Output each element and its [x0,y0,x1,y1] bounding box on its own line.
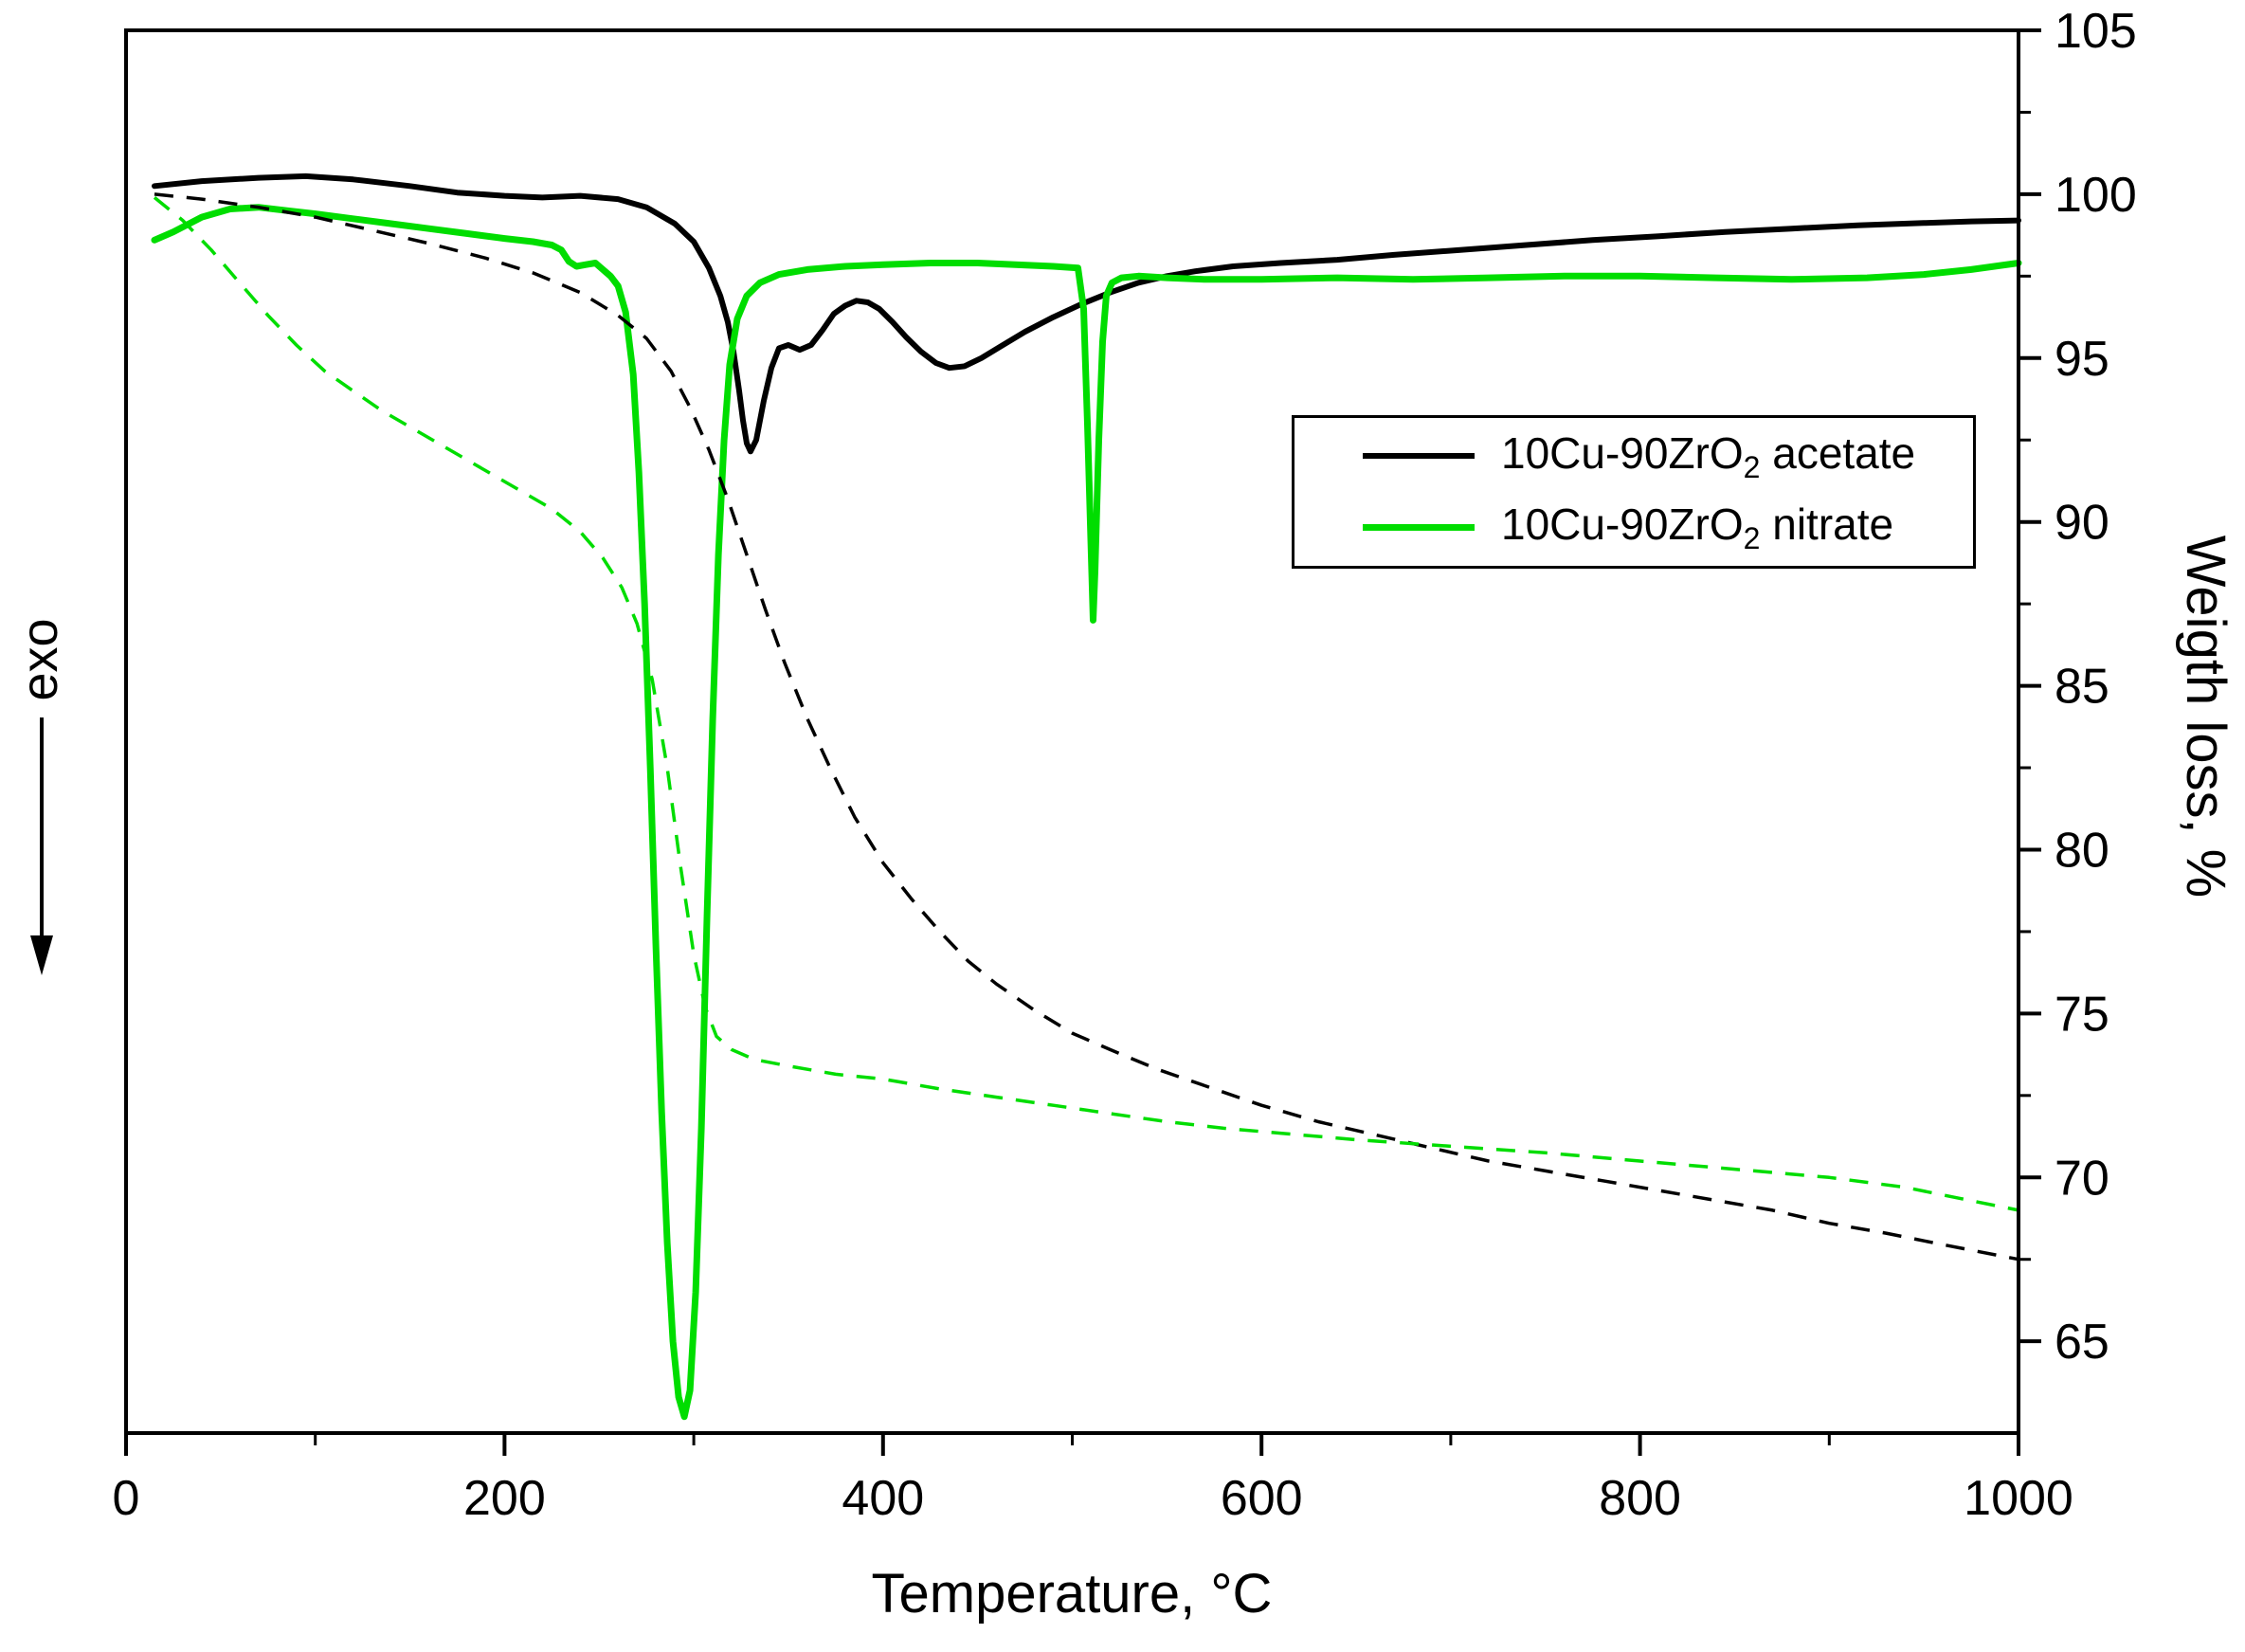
legend-item-acetate: 10Cu-90ZrO2 acetate [1363,427,1973,485]
x-tick-label: 600 [1221,1471,1303,1526]
x-tick-label: 1000 [1964,1471,2073,1526]
legend-label-nitrate-suffix: nitrate [1760,499,1894,549]
x-tick-label: 400 [842,1471,924,1526]
legend-label-acetate-sub: 2 [1743,450,1761,484]
series-dsc-acetate [152,172,2021,455]
right-y-axis-title: Weigth loss, % [2175,535,2236,899]
exo-direction-arrow [30,717,53,975]
legend-label-nitrate-sub: 2 [1743,521,1761,556]
x-tick-label: 800 [1599,1471,1681,1526]
legend-label-nitrate-main: 10Cu-90ZrO [1501,499,1744,549]
legend-item-nitrate: 10Cu-90ZrO2 nitrate [1363,499,1973,556]
y-right-tick-label: 65 [2055,1315,2109,1370]
plot-frame [124,28,2020,1435]
series-tg-acetate [154,192,2019,1262]
legend-line-sample-nitrate [1363,524,1475,532]
x-tick-label: 0 [113,1471,140,1526]
legend-label-acetate-main: 10Cu-90ZrO [1501,427,1744,478]
exo-axis-label: exo [11,618,68,701]
y-right-tick-label: 75 [2055,987,2109,1042]
series-tg-nitrate [153,196,2019,1212]
legend: 10Cu-90ZrO2 acetate 10Cu-90ZrO2 nitrate [1292,415,1976,569]
series-dsc-nitrate [151,204,2022,1421]
y-right-tick-label: 70 [2055,1151,2109,1206]
y-right-tick-label: 105 [2055,4,2137,59]
y-right-tick-label: 100 [2055,168,2137,223]
y-right-tick-label: 85 [2055,660,2109,715]
x-tick-label: 200 [463,1471,546,1526]
legend-line-sample-acetate [1363,453,1475,460]
legend-label-acetate-suffix: acetate [1760,427,1916,478]
y-right-tick-label: 95 [2055,332,2109,387]
y-right-tick-label: 80 [2055,823,2109,878]
x-axis-title: Temperature, °C [871,1563,1273,1625]
legend-label-acetate: 10Cu-90ZrO2 acetate [1501,427,1915,485]
y-right-tick-label: 90 [2055,496,2109,551]
legend-label-nitrate: 10Cu-90ZrO2 nitrate [1501,499,1893,556]
